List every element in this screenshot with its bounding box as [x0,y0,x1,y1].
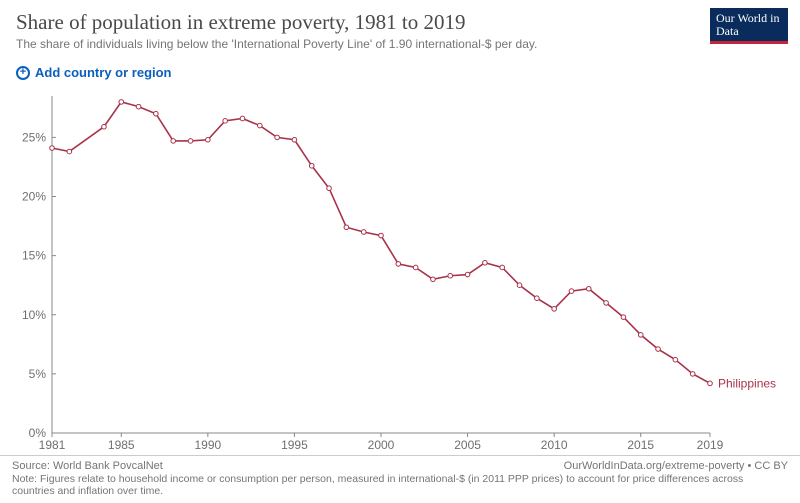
svg-text:15%: 15% [22,249,46,263]
source-text: Source: World Bank PovcalNet [12,460,163,472]
svg-text:2019: 2019 [697,438,724,452]
svg-text:2005: 2005 [454,438,481,452]
svg-text:1995: 1995 [281,438,308,452]
svg-text:5%: 5% [29,367,47,381]
svg-text:20%: 20% [22,190,46,204]
chart-area: 5%10%15%20%25%0%198119851990199520002005… [16,92,788,457]
chart-subtitle: The share of individuals living below th… [16,37,784,51]
svg-text:2000: 2000 [368,438,395,452]
svg-text:Philippines: Philippines [718,376,776,390]
attribution-text: OurWorldInData.org/extreme-poverty • CC … [564,460,788,472]
chart-footer: Source: World Bank PovcalNet OurWorldInD… [0,455,800,503]
chart-title: Share of population in extreme poverty, … [16,10,784,35]
footer-note: Note: Figures relate to household income… [12,473,788,497]
svg-text:1990: 1990 [194,438,221,452]
add-country-label: Add country or region [35,65,172,80]
svg-text:1985: 1985 [108,438,135,452]
chart-header: Share of population in extreme poverty, … [0,0,800,55]
owid-logo: Our World in Data [710,8,788,44]
svg-text:2010: 2010 [541,438,568,452]
svg-text:10%: 10% [22,308,46,322]
svg-text:25%: 25% [22,130,46,144]
line-chart-svg: 5%10%15%20%25%0%198119851990199520002005… [16,92,788,457]
svg-text:1981: 1981 [39,438,66,452]
plus-circle-icon: + [16,66,30,80]
svg-text:2015: 2015 [627,438,654,452]
add-country-button[interactable]: + Add country or region [16,65,172,80]
